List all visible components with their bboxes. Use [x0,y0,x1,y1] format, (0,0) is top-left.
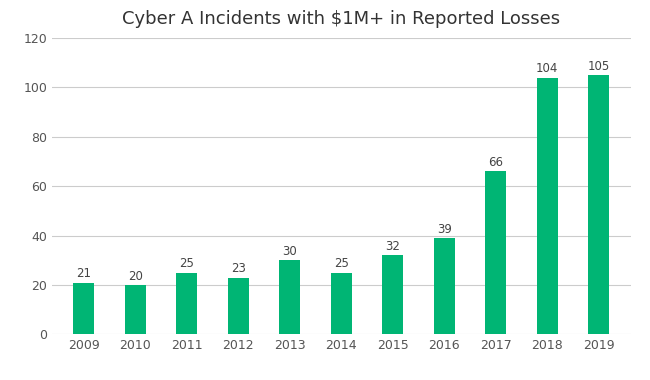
Text: 25: 25 [334,257,348,270]
Bar [176,273,197,334]
Text: 21: 21 [76,267,91,280]
Bar [228,277,248,334]
Bar [280,260,300,334]
Bar [73,283,94,334]
Bar [486,171,506,334]
Title: Cyber A Incidents with $1M+ in Reported Losses: Cyber A Incidents with $1M+ in Reported … [122,10,560,28]
Text: 39: 39 [437,223,452,236]
Bar [331,273,352,334]
Bar [125,285,146,334]
Text: 20: 20 [128,269,142,283]
Bar [434,238,454,334]
Text: 25: 25 [179,257,194,270]
Text: 104: 104 [536,62,558,75]
Text: 105: 105 [588,60,610,73]
Bar [382,255,403,334]
Bar [588,75,609,334]
Bar [537,78,558,334]
Text: 23: 23 [231,262,246,275]
Text: 66: 66 [488,156,503,169]
Text: 32: 32 [385,240,400,253]
Text: 30: 30 [282,245,297,258]
